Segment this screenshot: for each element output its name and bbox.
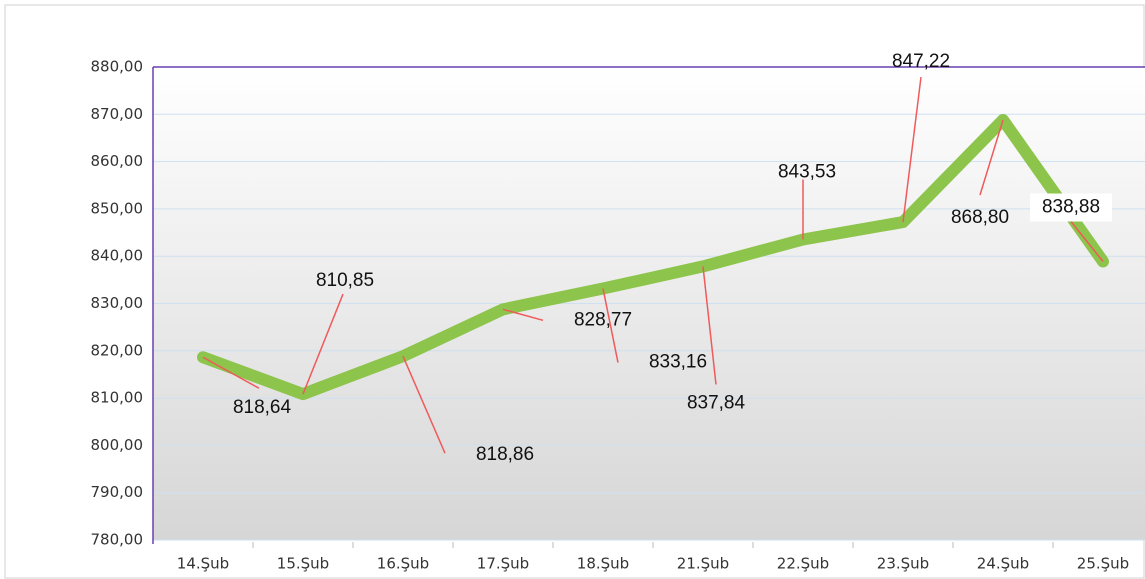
x-tick-label: 24.Şub [977,555,1029,573]
y-tick-label: 800,00 [91,436,144,454]
data-label: 843,53 [778,162,836,183]
leader-line [902,76,922,223]
y-tick-label: 820,00 [91,341,144,359]
leader-line [302,293,344,395]
x-tick-label: 18.Şub [577,555,629,573]
y-tick-label: 810,00 [91,389,144,407]
leader-line [979,119,1004,196]
leader-line [402,355,446,454]
data-label: 828,77 [574,309,632,330]
leader-line [1070,221,1104,262]
series-line [197,113,1109,401]
y-tick-label: 880,00 [91,58,144,76]
data-label: 868,80 [951,207,1009,228]
data-label: 837,84 [687,392,746,413]
label-box [1030,193,1112,222]
x-tick-label: 21.Şub [677,555,729,573]
x-tick-label: 14.Şub [177,555,229,573]
data-label: 818,86 [476,444,534,465]
data-label: 818,64 [233,397,292,418]
y-tick-label: 860,00 [91,152,144,170]
leader-line [502,308,544,322]
x-tick-label: 15.Şub [277,555,329,573]
x-tick-label: 22.Şub [777,555,829,573]
x-tick-label: 25.Şub [1077,555,1129,573]
data-label: 833,16 [649,352,707,373]
y-tick-label: 840,00 [91,247,144,265]
y-tick-label: 830,00 [91,294,144,312]
data-label: 847,22 [892,51,950,72]
x-tick-label: 16.Şub [377,555,429,573]
y-tick-label: 780,00 [91,531,144,549]
leader-line [602,288,619,363]
y-tick-label: 790,00 [91,483,144,501]
data-label: 810,85 [316,270,374,291]
y-tick-label: 870,00 [91,105,144,123]
x-tick-label: 23.Şub [877,555,929,573]
data-label: 838,88 [1042,197,1100,218]
leader-line [202,356,260,389]
leader-line [702,266,717,385]
y-tick-label: 850,00 [91,199,144,217]
x-tick-label: 17.Şub [477,555,529,573]
